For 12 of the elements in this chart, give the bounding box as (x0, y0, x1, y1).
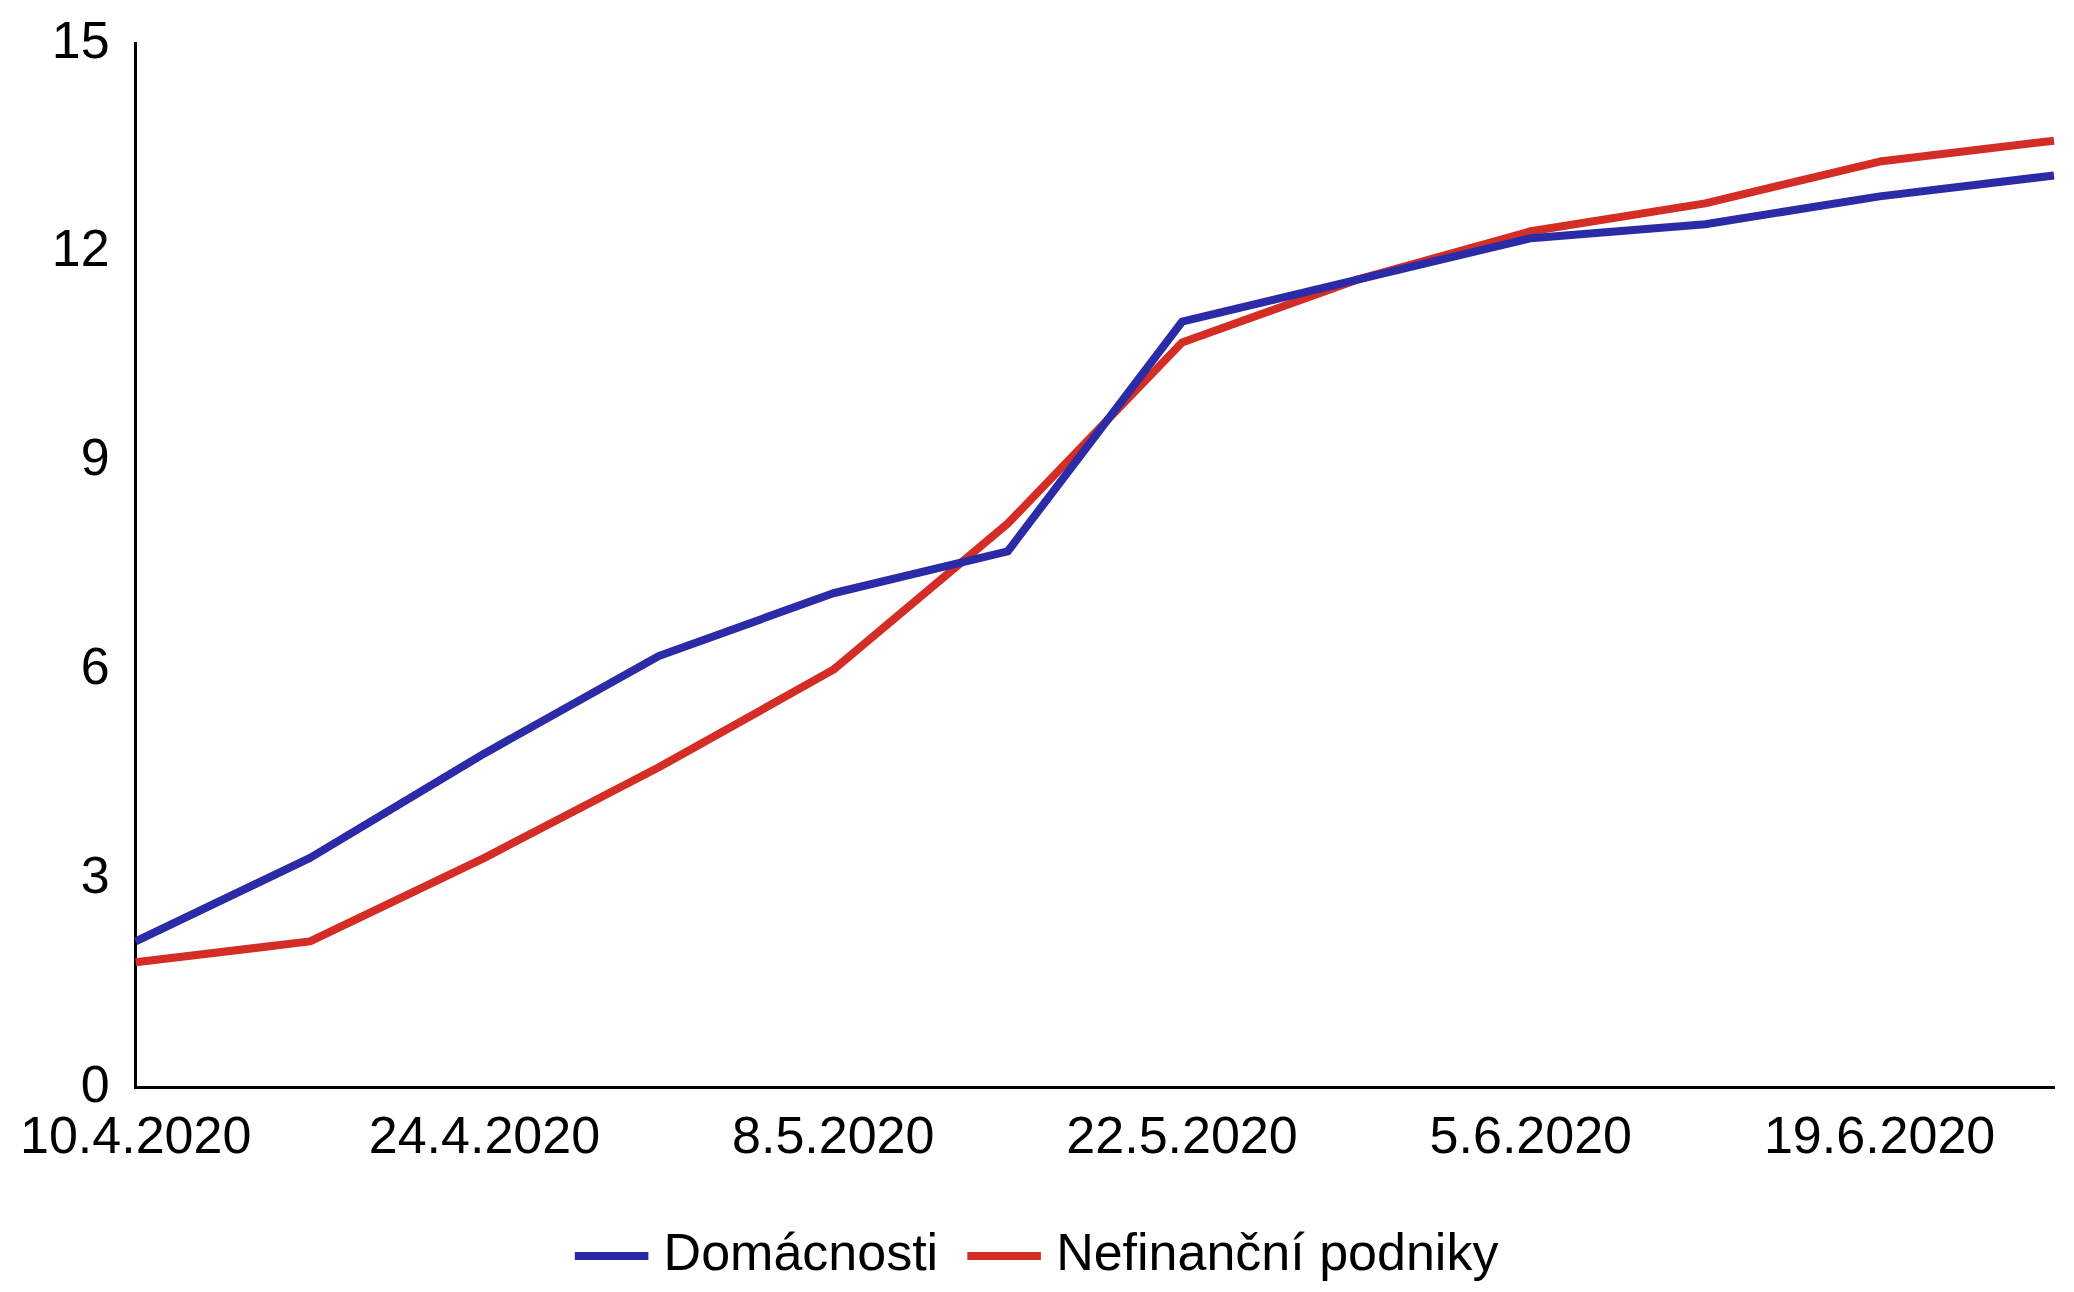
y-tick-label: 15 (51, 10, 110, 69)
y-tick-label: 9 (80, 428, 110, 487)
x-tick-label: 5.6.2020 (1429, 1106, 1633, 1165)
y-tick-label: 12 (51, 219, 110, 278)
legend-label: Nefinanční podniky (1056, 1223, 1499, 1282)
x-tick-label: 19.6.2020 (1763, 1106, 1996, 1165)
y-tick-label: 6 (80, 637, 110, 696)
legend-label: Domácnosti (663, 1223, 939, 1282)
y-tick-label: 3 (80, 846, 110, 905)
x-tick-label: 22.5.2020 (1066, 1106, 1298, 1165)
x-tick-label: 8.5.2020 (732, 1106, 935, 1165)
x-tick-label: 24.4.2020 (368, 1106, 601, 1165)
